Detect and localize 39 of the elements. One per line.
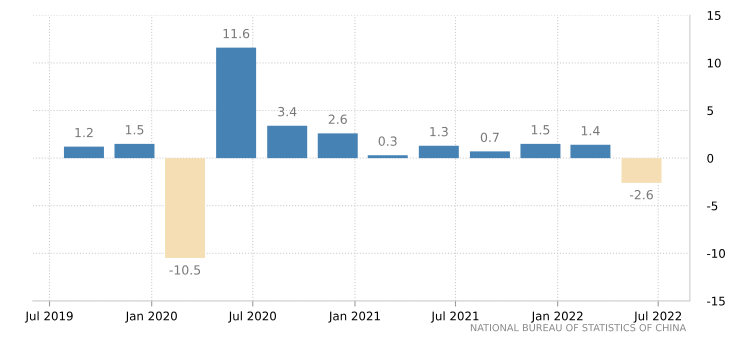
text: NATIONAL BUREAU OF STATISTICS OF CHINA [470, 324, 686, 332]
y-tick-label: 10 [708, 58, 721, 68]
data-label: 11.6 [224, 28, 250, 38]
bar [622, 158, 662, 183]
y-tick-label: 0 [707, 154, 714, 163]
data-label: 2.6 [328, 114, 347, 124]
y-tick-label: -10 [707, 249, 726, 258]
bar [318, 133, 358, 158]
data-label: 3.4 [278, 106, 296, 116]
x-tick-label: Jul 2020 [228, 311, 276, 323]
data-label: 0.7 [480, 132, 499, 142]
data-label: 1.4 [582, 126, 600, 136]
data-label: 1.2 [75, 128, 93, 138]
x-tick-label: Jan 2021 [328, 312, 380, 323]
data-label: 1.5 [126, 125, 144, 134]
x-tick-label: Jul 2021 [430, 311, 478, 323]
bar [64, 146, 104, 158]
y-tick-label: -5 [707, 202, 718, 210]
y-tick-label: 5 [707, 106, 713, 116]
bar [570, 144, 610, 158]
x-tick-label: Jul 2022 [634, 311, 682, 323]
y-tick-label: 15 [708, 11, 721, 20]
bar [368, 155, 408, 158]
bar [165, 158, 206, 258]
bar [114, 144, 154, 158]
x-tick-label: Jan 2022 [531, 312, 582, 323]
x-tick-label: Jan 2020 [125, 312, 177, 323]
data-label: 0.3 [378, 136, 397, 146]
data-label: -2.6 [630, 190, 653, 200]
bar [418, 146, 459, 158]
data-label: 1.5 [532, 125, 550, 134]
bar [216, 48, 256, 158]
x-tick-label: Jul 2019 [24, 311, 73, 323]
bar [470, 151, 510, 158]
y-tick-label: -15 [707, 296, 725, 306]
data-label: 1.3 [430, 126, 448, 136]
bar [267, 126, 308, 158]
data-label: -10.5 [169, 265, 200, 275]
bar [520, 144, 560, 158]
